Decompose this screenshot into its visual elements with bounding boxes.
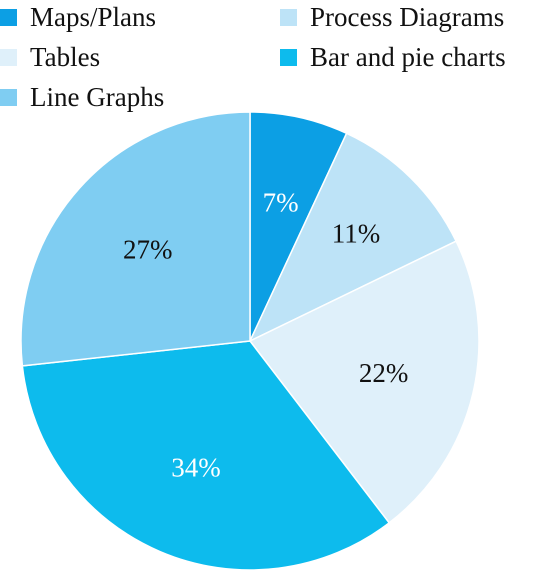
legend-label-process-diagrams: Process Diagrams [310, 1, 505, 32]
legend: Maps/Plans Process Diagrams Tables Bar a… [0, 0, 536, 112]
legend-swatch-line-graphs [0, 88, 17, 106]
slice-label-tables: 22% [359, 358, 409, 388]
slice-label-bar-and-pie-charts: 34% [171, 452, 221, 482]
legend-item-process-diagrams: Process Diagrams [280, 0, 504, 34]
pie-slice-line-graphs [20, 111, 251, 367]
pie-slice-bar-and-pie-charts [21, 340, 391, 570]
legend-label-line-graphs: Line Graphs [30, 81, 165, 112]
legend-label-tables: Tables [30, 41, 101, 72]
legend-swatch-tables [0, 48, 17, 66]
legend-swatch-process-diagrams [280, 8, 297, 26]
pie-slice-tables [248, 240, 480, 524]
legend-label-maps-plans: Maps/Plans [30, 1, 157, 32]
legend-swatch-bar-and-pie-charts [280, 48, 297, 66]
slice-label-process-diagrams: 11% [332, 218, 381, 248]
legend-item-line-graphs: Line Graphs [0, 80, 164, 114]
slice-label-line-graphs: 27% [123, 234, 173, 264]
slice-label-maps-plans: 7% [263, 187, 299, 217]
legend-item-tables: Tables [0, 40, 100, 74]
legend-label-bar-and-pie-charts: Bar and pie charts [310, 41, 506, 72]
legend-item-maps-plans: Maps/Plans [0, 0, 156, 34]
pie-slice-process-diagrams [248, 132, 458, 343]
legend-item-bar-and-pie-charts: Bar and pie charts [280, 40, 506, 74]
legend-swatch-maps-plans [0, 8, 17, 26]
